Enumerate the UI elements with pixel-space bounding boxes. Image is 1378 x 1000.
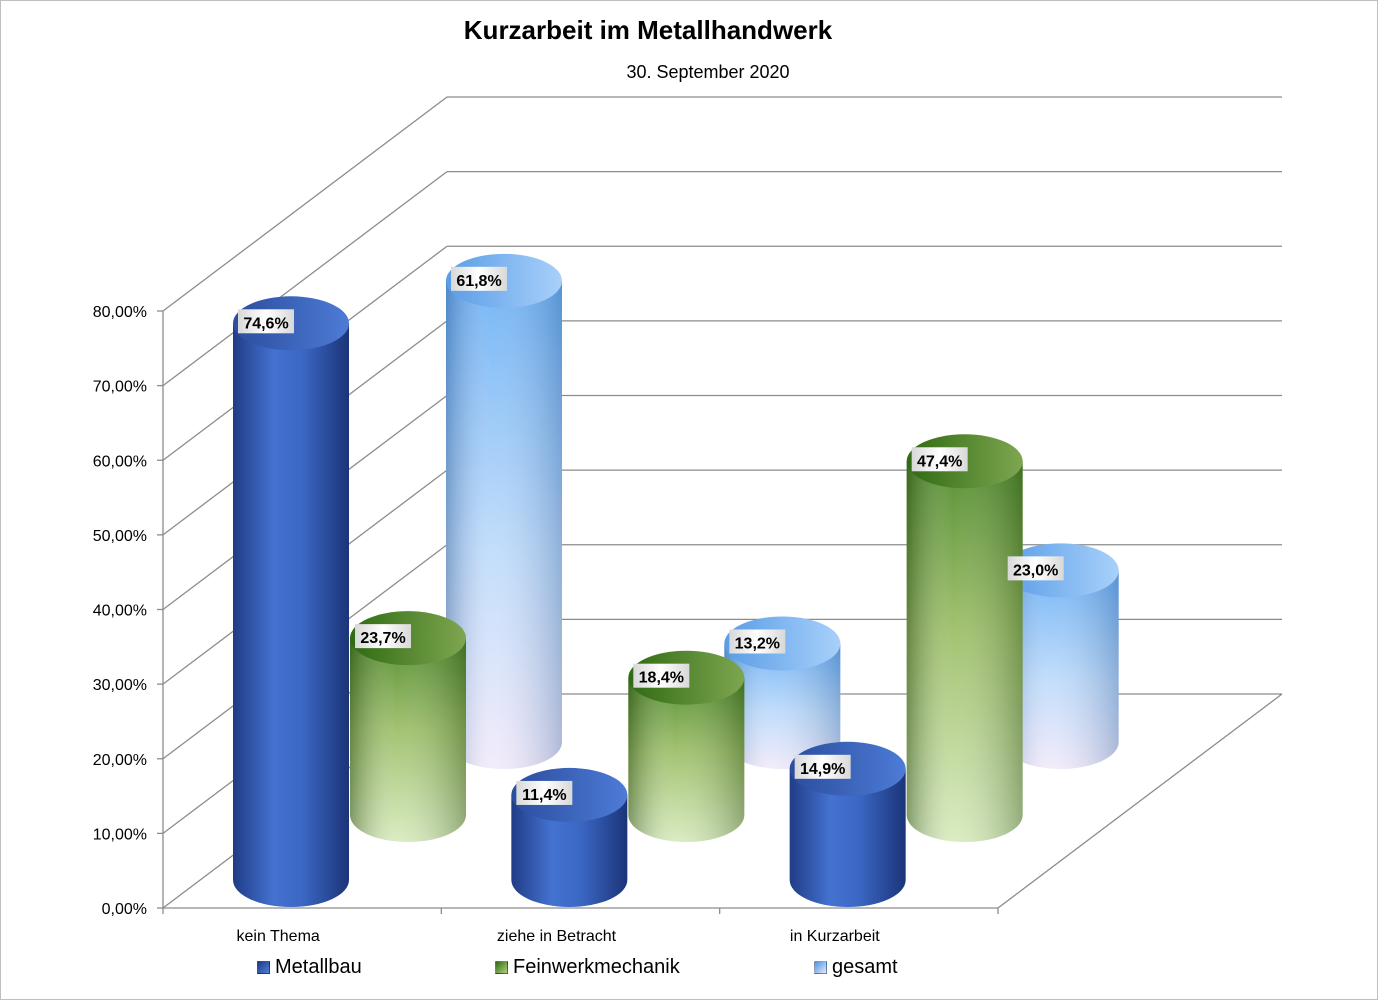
data-label-box <box>729 629 786 654</box>
data-label-gesamt-0: 61,8% <box>451 266 507 291</box>
data-label-metallbau-0: 74,6% <box>238 309 294 334</box>
y-tick-label: 40,00% <box>93 603 147 620</box>
data-label-box <box>1007 556 1064 581</box>
y-tick-label: 30,00% <box>93 677 147 694</box>
data-label-text: 23,7% <box>360 630 405 647</box>
data-label-metallbau-2: 14,9% <box>794 754 851 779</box>
bars-layer <box>233 253 1119 908</box>
bar-shade <box>350 638 466 842</box>
data-label-text: 23,0% <box>1013 562 1058 579</box>
data-label-feinwerkmechanik-0: 23,7% <box>355 624 411 649</box>
y-tick-label: 70,00% <box>93 379 147 396</box>
data-label-box <box>516 780 573 805</box>
x-tick-label: ziehe in Betracht <box>497 928 617 945</box>
y-tick-label: 80,00% <box>93 304 147 321</box>
data-label-metallbau-1: 11,4% <box>516 780 573 805</box>
bar-shade <box>724 643 841 769</box>
y-tick-label: 50,00% <box>93 528 147 545</box>
data-label-box <box>633 663 690 688</box>
y-tick-label: 20,00% <box>93 752 147 769</box>
bar-body <box>233 323 349 907</box>
bar-feinwerkmechanik-2 <box>906 434 1023 842</box>
legend-swatch-gesamt <box>814 961 827 974</box>
bar-metallbau-0 <box>233 296 349 907</box>
bar-gesamt-0 <box>446 253 562 769</box>
labels-layer: 61,8% 13,2% 23,0% 23,7% 18,4% 47,4% 74,6% 11,4%… <box>238 266 1064 805</box>
data-label-text: 13,2% <box>735 635 780 652</box>
bar-shade <box>446 280 562 769</box>
legend-label-feinwerkmechanik: Feinwerkmechanik <box>513 956 680 978</box>
data-label-text: 11,4% <box>522 787 566 804</box>
bar-body <box>789 768 906 908</box>
data-label-feinwerkmechanik-1: 18,4% <box>633 663 690 688</box>
chart-title: Kurzarbeit im Metallhandwerk <box>463 15 833 45</box>
data-label-gesamt-2: 23,0% <box>1007 556 1064 581</box>
bar-shade <box>1002 570 1119 769</box>
legend-swatch-metallbau <box>257 961 270 974</box>
gridline-side <box>162 96 448 312</box>
data-label-text: 18,4% <box>639 670 684 687</box>
x-tick-label: kein Thema <box>237 928 320 945</box>
data-label-text: 74,6% <box>243 315 288 332</box>
data-label-text: 14,9% <box>800 761 845 778</box>
bar-feinwerkmechanik-1 <box>628 650 745 842</box>
legend-item-metallbau: Metallbau <box>257 956 362 979</box>
legend-label-gesamt: gesamt <box>832 956 898 978</box>
legend-swatch-feinwerkmechanik <box>495 961 508 974</box>
legend-item-feinwerkmechanik: Feinwerkmechanik <box>495 956 680 979</box>
data-label-text: 61,8% <box>456 273 501 290</box>
data-label-box <box>451 266 507 291</box>
data-label-box <box>238 309 294 334</box>
y-tick-label: 0,00% <box>102 901 147 918</box>
data-label-text: 47,4% <box>917 453 962 470</box>
y-tick-label: 10,00% <box>93 826 147 843</box>
data-label-box <box>794 754 851 779</box>
data-label-box <box>355 624 411 649</box>
floor-right-edge <box>997 693 1283 909</box>
data-label-gesamt-1: 13,2% <box>729 629 786 654</box>
gridline-side <box>162 171 448 387</box>
legend-item-gesamt: gesamt <box>814 956 898 979</box>
y-tick-label: 60,00% <box>93 453 147 470</box>
legend-label-metallbau: Metallbau <box>275 956 362 978</box>
bar-shade <box>628 677 745 842</box>
data-label-box <box>911 447 968 472</box>
data-label-feinwerkmechanik-2: 47,4% <box>911 447 968 472</box>
bar-shade <box>906 461 1023 842</box>
bar-gesamt-1 <box>724 616 841 769</box>
x-tick-label: in Kurzarbeit <box>790 928 880 945</box>
legend: Metallbau Feinwerkmechanik gesamt <box>0 956 1378 986</box>
chart-subtitle: 30. September 2020 <box>626 62 790 82</box>
bar-body <box>511 794 628 907</box>
